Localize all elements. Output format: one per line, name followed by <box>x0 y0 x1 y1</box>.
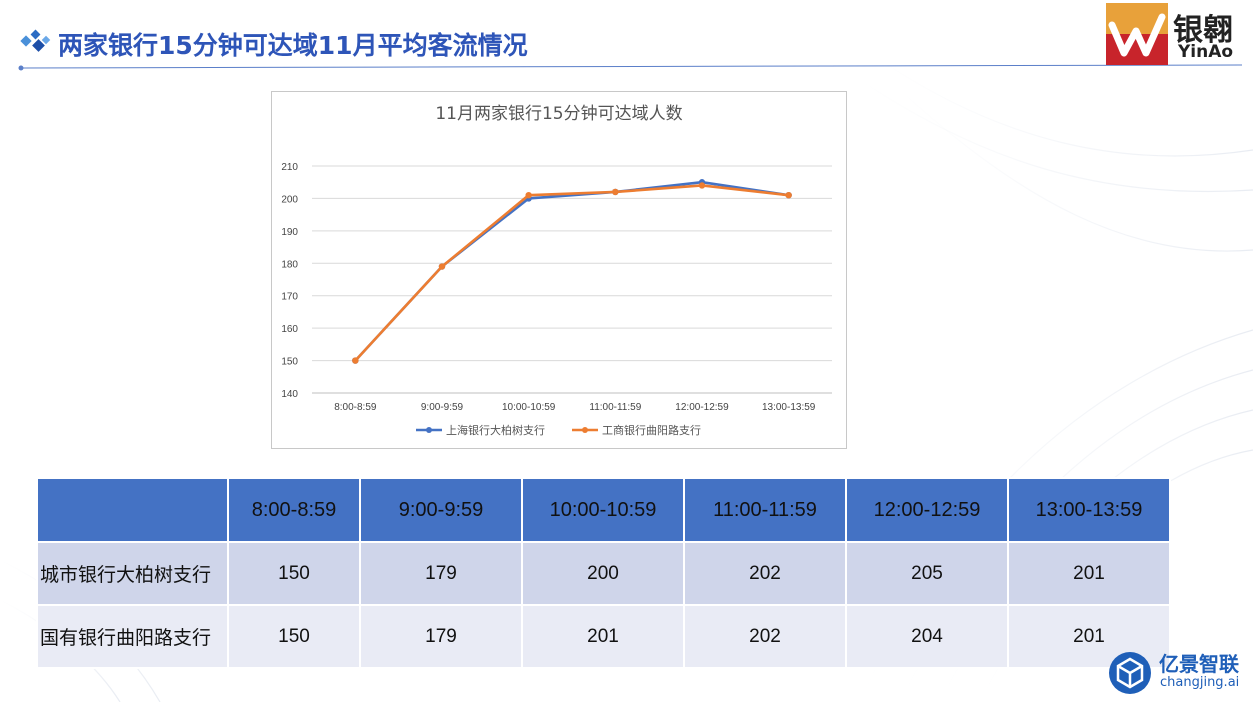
x-tick-label: 8:00-8:59 <box>334 402 377 413</box>
x-tick-label: 9:00-9:59 <box>421 402 464 413</box>
data-point <box>698 182 706 189</box>
y-tick-label: 150 <box>281 357 298 368</box>
table-cell: 201 <box>1007 541 1171 606</box>
table-cell: 204 <box>845 604 1009 669</box>
y-tick-label: 180 <box>281 259 298 270</box>
data-point <box>525 191 532 199</box>
data-table: 8:00-8:59 9:00-9:59 10:00-10:59 11:00-11… <box>36 477 1171 669</box>
table-header-cell: 12:00-12:59 <box>845 477 1009 543</box>
changjing-logo-cn: 亿景智联 <box>1159 652 1239 676</box>
table-row: 城市银行大柏树支行 150 179 200 202 205 201 <box>36 541 1171 606</box>
changjing-logo: 亿景智联 changjing.ai <box>1107 648 1247 696</box>
table-header-cell: 11:00-11:59 <box>683 477 847 543</box>
row-label: 国有银行曲阳路支行 <box>36 604 229 669</box>
table-header-cell: 10:00-10:59 <box>521 477 685 543</box>
x-tick-label: 13:00-13:59 <box>762 402 816 413</box>
series-line-1 <box>354 180 789 362</box>
legend-marker-1 <box>426 427 432 433</box>
table-cell: 202 <box>683 541 847 606</box>
table-header-cell: 9:00-9:59 <box>359 477 523 543</box>
table-cell: 150 <box>227 541 361 606</box>
table-cell: 202 <box>683 604 847 669</box>
line-chart-svg: 11月两家银行15分钟可达域人数 140 150 160 170 180 190 200 21… <box>281 104 832 437</box>
chart-title: 11月两家银行15分钟可达域人数 <box>435 104 682 124</box>
table-cell: 179 <box>359 604 523 669</box>
table-cell: 150 <box>227 604 361 669</box>
table-header-cell: 8:00-8:59 <box>227 477 361 543</box>
data-point <box>438 263 446 270</box>
y-tick-label: 160 <box>281 324 298 335</box>
table-cell: 201 <box>1007 604 1171 669</box>
line-chart: 11月两家银行15分钟可达域人数 140 150 160 170 180 190 200 21… <box>271 91 847 449</box>
series-line-2 <box>354 184 789 362</box>
y-tick-label: 140 <box>281 389 298 400</box>
table-cell: 200 <box>521 541 685 606</box>
yinao-logo-cn: 银翱 <box>1173 13 1233 48</box>
data-point <box>352 357 359 364</box>
legend-label-2: 工商银行曲阳路支行 <box>602 423 701 437</box>
y-tick-label: 210 <box>281 162 298 173</box>
table-cell: 179 <box>359 541 523 606</box>
y-tick-label: 190 <box>281 227 298 238</box>
x-tick-label: 12:00-12:59 <box>675 402 729 413</box>
row-label: 城市银行大柏树支行 <box>36 541 229 606</box>
legend-label-1: 上海银行大柏树支行 <box>446 423 545 437</box>
title-divider <box>18 64 1242 71</box>
table-header-cell: 13:00-13:59 <box>1007 477 1171 543</box>
y-tick-label: 170 <box>281 292 298 303</box>
table-header-row: 8:00-8:59 9:00-9:59 10:00-10:59 11:00-11… <box>36 477 1171 543</box>
changjing-logo-en: changjing.ai <box>1160 675 1240 690</box>
data-point <box>612 188 619 196</box>
yinao-logo-en: YinAo <box>1178 42 1234 62</box>
table-cell: 205 <box>845 541 1009 606</box>
y-tick-label: 200 <box>281 194 298 205</box>
table-header-cell <box>36 477 229 543</box>
table-row: 国有银行曲阳路支行 150 179 201 202 204 201 <box>36 604 1171 669</box>
legend-marker-2 <box>582 427 588 433</box>
x-tick-label: 11:00-11:59 <box>589 402 641 413</box>
changjing-cube-icon <box>1109 652 1151 694</box>
yinao-logo: 银翱 YinAo <box>1106 3 1246 65</box>
page-title: 两家银行15分钟可达域11月平均客流情况 <box>58 31 528 60</box>
table-cell: 201 <box>521 604 685 669</box>
yinao-logo-mark-icon <box>1106 3 1168 65</box>
title-cubes-icon <box>20 29 51 52</box>
x-tick-label: 10:00-10:59 <box>502 402 556 413</box>
data-point <box>785 191 792 199</box>
